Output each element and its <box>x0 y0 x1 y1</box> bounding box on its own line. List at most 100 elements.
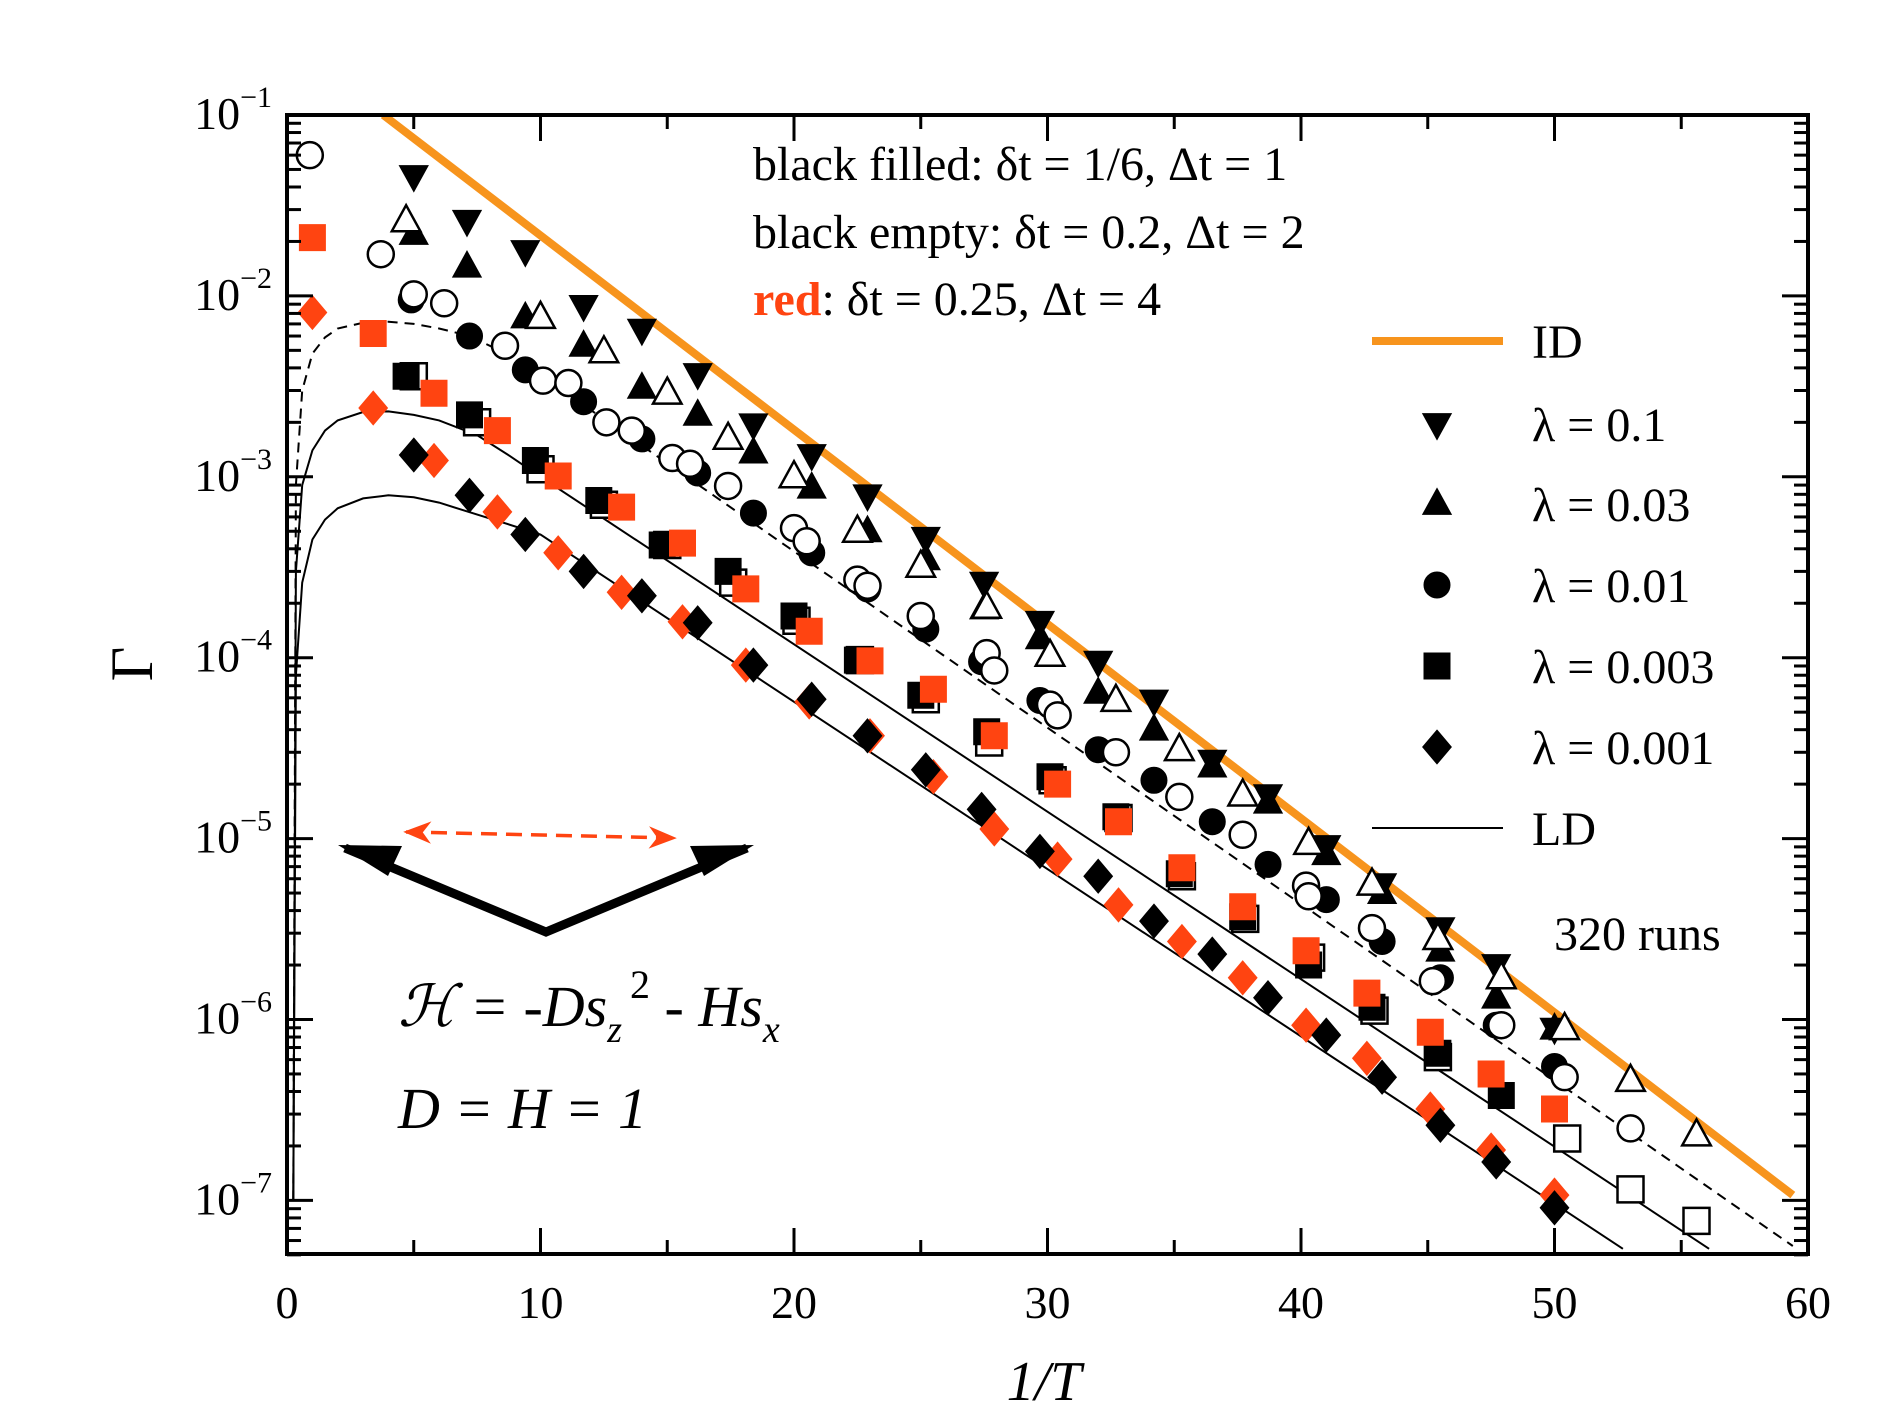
data-point-square <box>359 320 387 347</box>
data-point-circle <box>1294 882 1323 911</box>
data-point-circle <box>554 368 583 398</box>
data-point-circle <box>906 601 935 631</box>
data-point-square <box>1552 1124 1582 1153</box>
x-tick-label: 0 <box>276 1277 299 1328</box>
hamiltonian-sub: x <box>762 1009 780 1051</box>
data-point-square <box>1353 979 1381 1007</box>
legend-marker-circle <box>1423 571 1451 599</box>
black-arrow <box>338 843 754 937</box>
data-point-triangle-up <box>568 329 599 357</box>
data-point-triangle-up <box>1226 776 1260 807</box>
data-point-diamond <box>606 574 637 610</box>
data-point-triangle-up <box>587 333 621 364</box>
data-point-triangle-up <box>840 513 874 543</box>
data-point-circle <box>592 408 621 437</box>
data-point-diamond <box>510 516 541 553</box>
y-tick-label: 10−3 <box>194 443 272 501</box>
legend-label: λ = 0.01 <box>1532 560 1690 613</box>
marker-layer <box>295 140 1713 1236</box>
data-point-circle <box>366 239 396 269</box>
data-point-triangle-down <box>796 444 827 472</box>
data-point-triangle-up <box>1162 731 1196 762</box>
y-tick-base: 10 <box>194 450 240 501</box>
data-point-square <box>544 462 572 490</box>
data-point-triangle-up <box>1252 786 1284 814</box>
data-point-circle <box>456 322 484 350</box>
data-point-triangle-down <box>852 484 883 512</box>
data-point-triangle-up <box>1138 713 1170 741</box>
data-point-diamond <box>1367 1059 1398 1095</box>
data-point-circle <box>1616 1114 1645 1143</box>
data-point-diamond <box>1425 1107 1456 1143</box>
data-point-triangle-up <box>1292 825 1326 856</box>
annotation-text: : δt = 0.25, Δt = 4 <box>821 273 1161 326</box>
data-point-circle <box>1228 820 1257 850</box>
data-point-diamond <box>482 494 513 530</box>
data-point-circle <box>1101 738 1131 767</box>
data-point-square <box>1229 893 1257 921</box>
data-point-triangle-down <box>398 165 429 193</box>
legend-entry: λ = 0.1 <box>1421 399 1666 452</box>
data-point-square <box>456 401 483 429</box>
hamiltonian-part: - Hs <box>650 974 763 1039</box>
data-point-diamond <box>454 477 485 513</box>
data-point-square <box>483 417 511 445</box>
legend-label: ID <box>1532 316 1583 369</box>
data-point-circle <box>617 416 647 445</box>
data-point-diamond <box>358 390 389 426</box>
data-point-triangle-up <box>1197 749 1228 778</box>
legend-label: λ = 0.003 <box>1532 641 1714 694</box>
y-tick-label: 10−7 <box>194 1166 272 1224</box>
x-tick-label: 20 <box>771 1277 817 1328</box>
data-point-diamond <box>1024 833 1055 870</box>
y-tick-exponent: −6 <box>240 986 272 1019</box>
x-tick-label: 40 <box>1278 1277 1324 1328</box>
y-tick-label: 10−1 <box>194 81 272 139</box>
y-tick-exponent: −3 <box>240 443 272 476</box>
legend-marker-triangle-down <box>1421 413 1453 441</box>
data-point-diamond <box>1139 903 1169 939</box>
data-point-triangle-up <box>682 398 713 426</box>
data-point-triangle-up <box>1481 981 1512 1009</box>
data-point-circle <box>853 571 882 600</box>
data-point-square <box>1168 854 1196 882</box>
data-point-circle <box>1165 782 1194 812</box>
data-point-triangle-down <box>910 526 941 555</box>
data-point-circle <box>570 388 598 416</box>
y-tick-base: 10 <box>194 269 240 320</box>
y-tick-exponent: −4 <box>240 624 272 657</box>
data-point-diamond <box>966 791 997 828</box>
x-tick-label: 60 <box>1785 1277 1831 1328</box>
data-point-circle <box>1487 1010 1516 1040</box>
data-point-diamond <box>1227 960 1258 996</box>
data-point-square <box>1044 770 1072 798</box>
data-point-circle <box>1357 913 1387 943</box>
x-tick-label: 50 <box>1532 1277 1578 1328</box>
data-point-diamond <box>979 811 1010 847</box>
data-point-triangle-up <box>1548 1010 1582 1041</box>
data-point-diamond <box>1103 887 1134 923</box>
data-point-triangle-down <box>626 318 658 347</box>
data-point-triangle-down <box>682 363 713 391</box>
data-point-triangle-down <box>1138 689 1170 718</box>
data-point-triangle-up <box>904 548 938 578</box>
y-tick-base: 10 <box>194 1173 240 1224</box>
legend-marker-triangle-up <box>1421 487 1453 515</box>
data-point-square <box>298 224 326 252</box>
data-point-square <box>392 362 420 390</box>
data-point-triangle-down <box>568 295 599 323</box>
data-point-square <box>1105 808 1132 836</box>
data-point-triangle-up <box>1614 1062 1647 1093</box>
data-point-square <box>795 617 823 645</box>
data-point-circle <box>792 527 821 556</box>
data-point-circle <box>1254 850 1282 878</box>
annotation-text: δt = 1/6, Δt = 1 <box>996 138 1288 191</box>
data-point-triangle-up <box>389 202 423 233</box>
data-point-circle <box>399 280 428 309</box>
y-tick-label: 10−5 <box>194 805 272 863</box>
annotation-black-filled: black filled: δt = 1/6, Δt = 1 <box>753 138 1287 191</box>
annotation-prefix: black empty: <box>753 206 1014 259</box>
data-point-circle <box>739 499 767 527</box>
data-point-diamond <box>1253 980 1283 1016</box>
